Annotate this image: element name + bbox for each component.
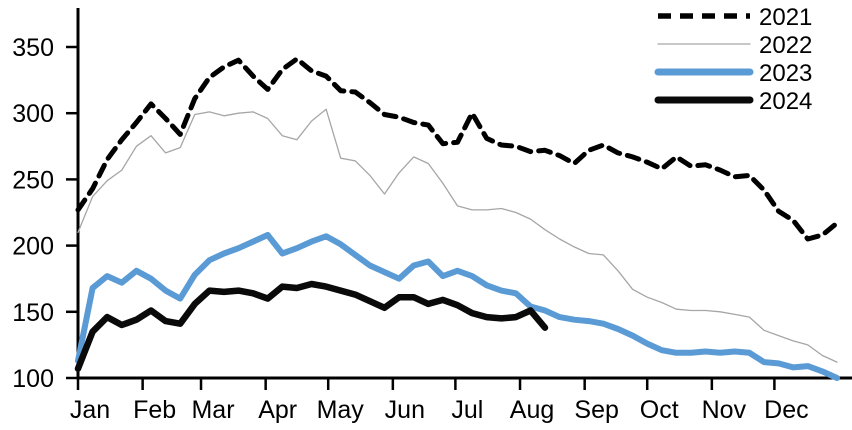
legend-item-2021: 2021 bbox=[658, 4, 812, 31]
x-tick-label: Jun bbox=[385, 396, 425, 424]
y-tick-label: 300 bbox=[12, 100, 54, 128]
legend-item-2024: 2024 bbox=[654, 88, 812, 115]
x-tick-label: Aug bbox=[510, 396, 554, 424]
x-tick-label: Feb bbox=[133, 396, 176, 424]
x-tick-label: Sep bbox=[574, 396, 618, 424]
y-tick-label: 150 bbox=[12, 299, 54, 327]
x-tick-label: Apr bbox=[258, 396, 297, 424]
y-tick-label: 100 bbox=[12, 365, 54, 393]
legend-label-2021: 2021 bbox=[759, 4, 812, 31]
legend-label-2024: 2024 bbox=[759, 88, 812, 115]
plot-series bbox=[74, 56, 840, 381]
y-axis: 100 150 200 250 300 350 bbox=[12, 8, 80, 393]
legend-label-2023: 2023 bbox=[759, 60, 812, 87]
legend-item-2023: 2023 bbox=[654, 60, 812, 87]
x-tick-label: Nov bbox=[702, 396, 747, 424]
y-tick-label: 350 bbox=[12, 34, 54, 62]
x-tick-label: May bbox=[317, 396, 365, 424]
series-line-2021 bbox=[75, 56, 840, 242]
x-tick-label: Oct bbox=[640, 396, 679, 424]
series-line-2024 bbox=[74, 280, 549, 372]
x-tick-label: Mar bbox=[191, 396, 234, 424]
y-tick-label: 200 bbox=[12, 233, 54, 261]
x-tick-label: Dec bbox=[764, 396, 808, 424]
x-axis: Jan Feb Mar Apr May Jun Jul Aug Sep Oct Nov Dec bbox=[70, 376, 852, 424]
series-line-2023 bbox=[75, 232, 840, 381]
series-line-2022 bbox=[77, 108, 838, 363]
x-tick-label: Jul bbox=[451, 396, 483, 424]
y-tick-label: 250 bbox=[12, 166, 54, 194]
legend-label-2022: 2022 bbox=[759, 32, 812, 59]
x-tick-label: Jan bbox=[70, 396, 110, 424]
legend-item-2022: 2022 bbox=[657, 32, 812, 59]
